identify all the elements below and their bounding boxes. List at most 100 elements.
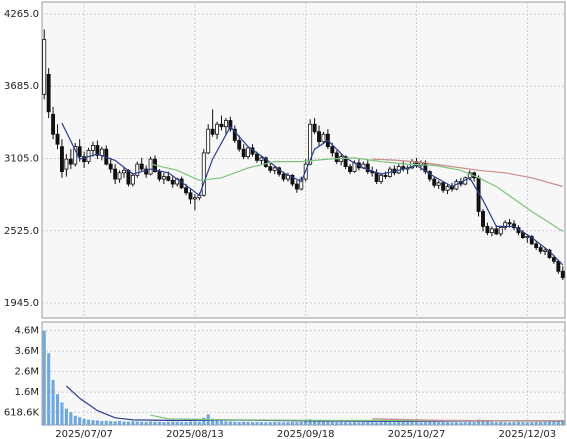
price-panel: [41, 1, 566, 319]
volume-bar: [211, 418, 215, 425]
candle-body: [246, 147, 251, 158]
volume-bar: [330, 421, 334, 425]
candle-body: [237, 140, 242, 150]
volume-bar: [383, 421, 388, 425]
volume-bar: [392, 422, 396, 425]
volume-bar: [450, 422, 454, 425]
volume-bar: [468, 421, 472, 425]
volume-bar: [313, 420, 317, 425]
x-tick-label: 2025/08/13: [166, 429, 224, 439]
volume-bar: [370, 422, 374, 425]
candle-body: [117, 172, 122, 180]
candle-body: [68, 158, 73, 165]
candle-body: [348, 166, 352, 172]
candle-body: [525, 235, 530, 239]
candle-body: [365, 163, 370, 172]
volume-bar: [126, 421, 130, 425]
candle-body: [343, 156, 348, 168]
volume-bar: [69, 412, 73, 425]
candle-body: [290, 174, 295, 185]
candle-body: [512, 223, 516, 229]
volume-bar: [162, 422, 166, 425]
candle-body: [334, 152, 339, 163]
moving-average-line: [372, 418, 563, 422]
candle-body: [547, 249, 552, 258]
volume-bar: [375, 422, 379, 425]
candle-body: [379, 174, 384, 182]
candle-body: [294, 183, 299, 190]
volume-bar: [47, 353, 51, 425]
volume-bar: [193, 421, 197, 425]
candle-body: [317, 131, 321, 143]
volume-bar: [335, 422, 339, 425]
volume-bar: [410, 421, 414, 425]
candle-body: [432, 178, 437, 186]
volume-bar: [357, 422, 361, 425]
volume-bar: [472, 422, 476, 425]
volume-bar: [317, 421, 321, 425]
volume-bar: [423, 422, 427, 425]
volume-bar: [242, 421, 246, 425]
volume-bar: [379, 422, 383, 425]
candle-body: [223, 120, 228, 128]
candle-body: [507, 222, 512, 225]
volume-bar: [454, 422, 458, 425]
volume-bar: [237, 421, 241, 425]
volume-bar: [273, 421, 277, 425]
volume-bar: [109, 421, 113, 425]
volume-bar: [525, 422, 529, 425]
volume-bar: [188, 421, 193, 425]
volume-bar: [401, 421, 405, 425]
volume-bar: [508, 422, 512, 425]
candle-body: [436, 182, 441, 186]
volume-bar: [131, 421, 135, 425]
volume-bar: [73, 415, 77, 425]
volume-panel: [41, 321, 566, 426]
volume-bar: [166, 421, 170, 425]
candle-body: [113, 168, 118, 180]
y-tick-label: 618.6K: [4, 407, 40, 418]
candle-body: [489, 228, 494, 234]
x-tick-label: 2025/07/07: [55, 429, 113, 439]
volume-bar: [282, 422, 286, 425]
candle-body: [330, 146, 335, 154]
volume-bar: [441, 421, 445, 425]
volume-bar: [255, 421, 259, 425]
volume-bar: [352, 422, 357, 425]
candle-body: [263, 157, 268, 168]
candle-body: [170, 179, 175, 185]
y-tick-label: 4265.0: [4, 9, 39, 20]
volume-bar: [366, 421, 370, 425]
candle-body: [560, 270, 565, 278]
volume-bar: [481, 420, 485, 425]
volume-bar: [122, 421, 126, 425]
candle-body: [232, 128, 237, 141]
volume-bar: [552, 421, 556, 425]
volume-bar: [149, 421, 153, 425]
candle-body: [192, 197, 197, 200]
y-tick-label: 4.6M: [14, 326, 39, 337]
volume-bar: [233, 421, 237, 425]
candle-body: [157, 171, 162, 180]
candle-body: [206, 128, 211, 154]
volume-bar: [135, 421, 139, 425]
volume-bar: [95, 420, 99, 425]
volume-bar: [503, 422, 507, 425]
volume-bar: [104, 420, 108, 425]
moving-average-line: [61, 122, 564, 266]
volume-bar: [264, 422, 268, 425]
volume-bar: [228, 421, 232, 425]
volume-bar: [397, 422, 401, 425]
volume-bar: [118, 420, 122, 425]
candle-body: [108, 163, 113, 170]
y-tick-label: 2.6M: [14, 367, 39, 378]
candle-body: [281, 173, 286, 180]
candle-body: [481, 211, 485, 227]
candle-body: [82, 156, 87, 163]
volume-bar: [499, 421, 503, 425]
volume-bar: [78, 417, 82, 425]
volume-bar: [91, 420, 95, 425]
candle-body: [46, 73, 51, 113]
volume-bar: [224, 421, 228, 425]
